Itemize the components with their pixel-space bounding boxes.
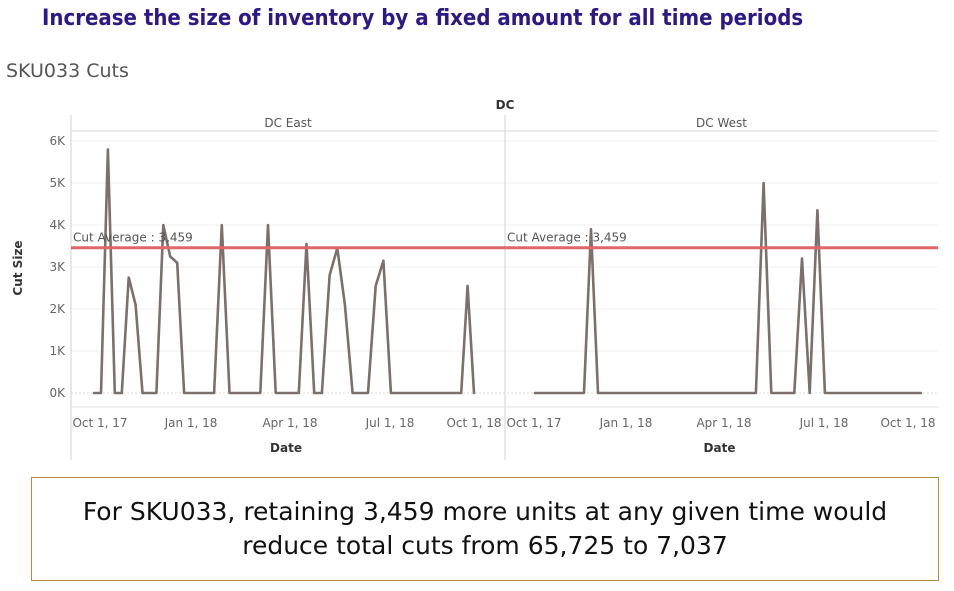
column-header-dc: DC [496, 98, 515, 112]
x-tick-label: Jul 1, 18 [365, 416, 415, 430]
reference-line-label: Cut Average : 3,459 [507, 231, 627, 245]
x-tick-label: Jan 1, 18 [599, 416, 653, 430]
x-tick-label: Apr 1, 18 [696, 416, 751, 430]
x-tick-label: Jul 1, 18 [799, 416, 849, 430]
slide-title: Increase the size of inventory by a fixe… [42, 6, 804, 31]
reference-line-label: Cut Average : 3,459 [73, 231, 193, 245]
y-tick-label: 4K [49, 218, 66, 232]
x-tick-label: Oct 1, 18 [446, 416, 501, 430]
x-tick-label: Oct 1, 17 [72, 416, 127, 430]
y-tick-label: 6K [49, 134, 66, 148]
y-axis-title: Cut Size [11, 240, 25, 295]
y-tick-label: 3K [49, 260, 66, 274]
x-tick-label: Oct 1, 17 [506, 416, 561, 430]
panel-header: DC West [696, 116, 747, 130]
y-tick-label: 0K [49, 386, 66, 400]
y-tick-label: 1K [49, 344, 66, 358]
x-tick-label: Jan 1, 18 [164, 416, 218, 430]
x-tick-label: Oct 1, 18 [880, 416, 935, 430]
x-axis-title: Date [270, 441, 302, 455]
cut-size-chart: DC 0K 1K 2K 3K 4K 5K 6K Cut Size DC East Oct 1, 17… [11, 98, 938, 460]
callout-text: For SKU033, retaining 3,459 more units a… [82, 497, 888, 560]
series-line [533, 181, 923, 395]
x-axis-title: Date [704, 441, 736, 455]
callout-box: For SKU033, retaining 3,459 more units a… [31, 477, 939, 581]
panel-header: DC East [264, 116, 312, 130]
series-line [92, 148, 476, 395]
y-tick-label: 2K [49, 302, 66, 316]
y-tick-label: 5K [49, 176, 66, 190]
sheet-title: SKU033 Cuts [6, 60, 129, 82]
x-tick-label: Apr 1, 18 [262, 416, 317, 430]
